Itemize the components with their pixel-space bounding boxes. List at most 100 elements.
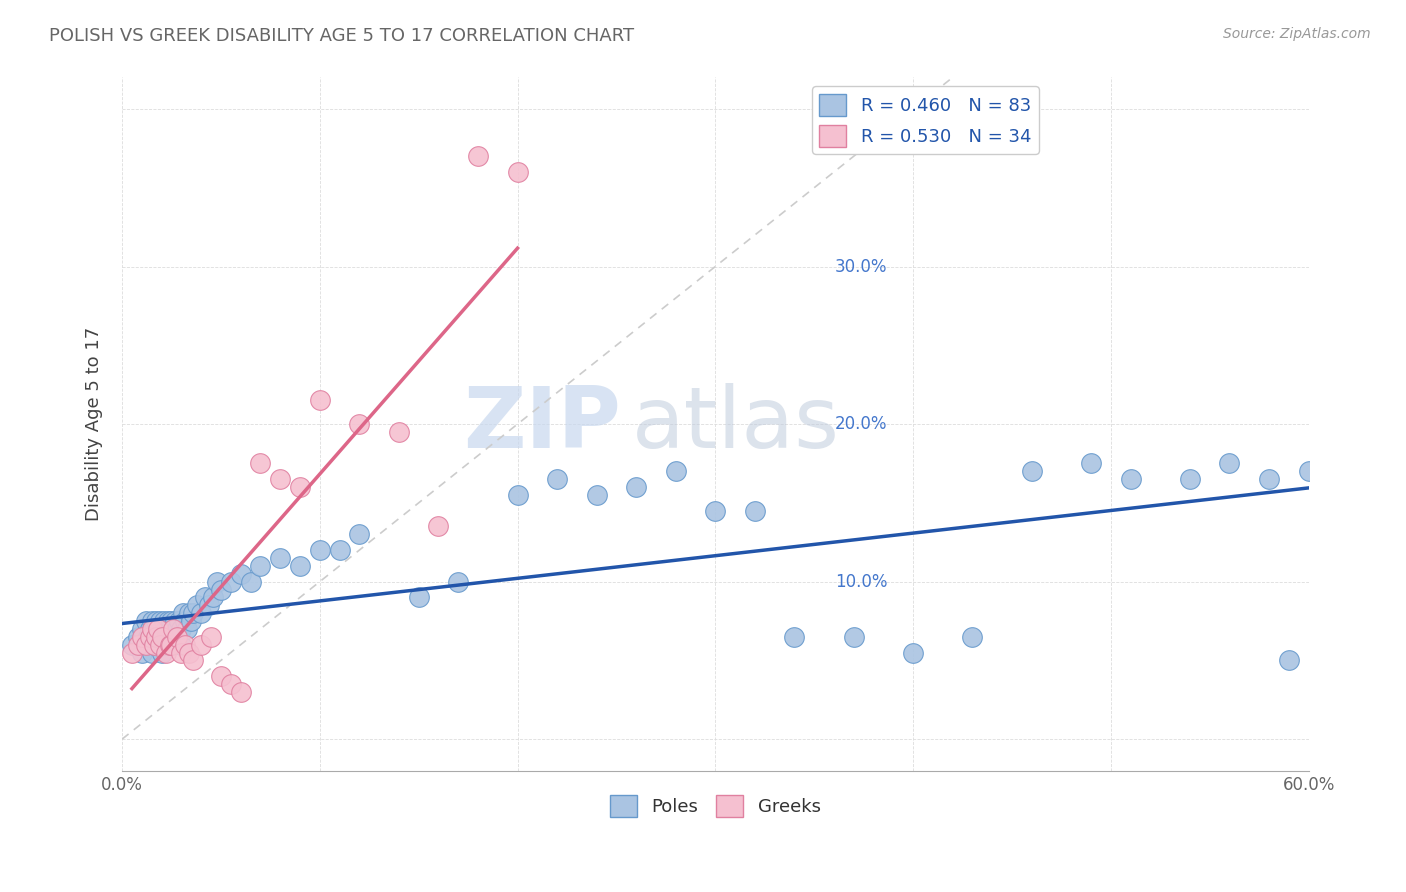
Point xyxy=(585,488,607,502)
Point xyxy=(149,614,172,628)
Point xyxy=(467,149,489,163)
Point xyxy=(169,614,191,628)
Point xyxy=(146,622,169,636)
Point xyxy=(165,614,187,628)
Point xyxy=(229,685,252,699)
Point xyxy=(1278,653,1301,667)
Point xyxy=(200,630,222,644)
Point xyxy=(170,646,193,660)
Point xyxy=(288,480,311,494)
Point xyxy=(131,622,153,636)
Point xyxy=(166,630,188,644)
Point xyxy=(408,591,430,605)
Point xyxy=(1080,457,1102,471)
Point xyxy=(162,630,184,644)
Point xyxy=(624,480,647,494)
Point xyxy=(186,599,208,613)
Point xyxy=(239,574,262,589)
Point xyxy=(141,630,163,644)
Point xyxy=(150,646,173,660)
Point xyxy=(427,519,450,533)
Text: 30.0%: 30.0% xyxy=(835,258,887,276)
Point xyxy=(142,622,165,636)
Point xyxy=(170,638,193,652)
Point xyxy=(349,417,371,431)
Point xyxy=(121,646,143,660)
Point xyxy=(141,614,163,628)
Point xyxy=(1119,472,1142,486)
Point xyxy=(329,543,352,558)
Point xyxy=(135,638,157,652)
Point xyxy=(146,622,169,636)
Point xyxy=(142,638,165,652)
Point xyxy=(146,638,169,652)
Point xyxy=(149,638,172,652)
Point xyxy=(181,606,204,620)
Point xyxy=(181,653,204,667)
Point xyxy=(136,630,159,644)
Point xyxy=(901,646,924,660)
Point xyxy=(135,614,157,628)
Point xyxy=(155,622,177,636)
Point xyxy=(179,606,201,620)
Point xyxy=(209,582,232,597)
Text: ZIP: ZIP xyxy=(463,383,620,466)
Point xyxy=(152,614,174,628)
Point xyxy=(349,527,371,541)
Point xyxy=(166,630,188,644)
Text: Source: ZipAtlas.com: Source: ZipAtlas.com xyxy=(1223,27,1371,41)
Point xyxy=(156,614,179,628)
Point xyxy=(174,614,197,628)
Point xyxy=(1298,464,1320,478)
Point xyxy=(155,646,177,660)
Point xyxy=(546,472,568,486)
Point xyxy=(138,630,160,644)
Text: 10.0%: 10.0% xyxy=(835,573,887,591)
Point xyxy=(179,646,201,660)
Point xyxy=(190,638,212,652)
Point xyxy=(159,630,181,644)
Point xyxy=(145,614,167,628)
Point xyxy=(174,638,197,652)
Point xyxy=(150,630,173,644)
Point xyxy=(219,677,242,691)
Point xyxy=(121,638,143,652)
Point xyxy=(249,457,271,471)
Point xyxy=(1178,472,1201,486)
Point xyxy=(131,630,153,644)
Point xyxy=(1218,457,1240,471)
Point xyxy=(842,630,865,644)
Point xyxy=(142,638,165,652)
Point xyxy=(166,622,188,636)
Point xyxy=(127,638,149,652)
Point xyxy=(145,630,167,644)
Point xyxy=(1258,472,1281,486)
Point xyxy=(131,646,153,660)
Point xyxy=(135,638,157,652)
Point xyxy=(506,488,529,502)
Point xyxy=(665,464,688,478)
Point xyxy=(198,599,221,613)
Point xyxy=(162,622,184,636)
Y-axis label: Disability Age 5 to 17: Disability Age 5 to 17 xyxy=(86,327,103,521)
Text: 40.0%: 40.0% xyxy=(835,100,887,118)
Point xyxy=(704,504,727,518)
Point xyxy=(269,551,291,566)
Point xyxy=(447,574,470,589)
Point xyxy=(219,574,242,589)
Point xyxy=(288,558,311,573)
Point xyxy=(150,630,173,644)
Point xyxy=(150,622,173,636)
Point xyxy=(194,591,217,605)
Point xyxy=(156,638,179,652)
Point xyxy=(308,393,330,408)
Point xyxy=(308,543,330,558)
Point xyxy=(180,614,202,628)
Point xyxy=(229,566,252,581)
Text: 20.0%: 20.0% xyxy=(835,415,887,434)
Point xyxy=(141,622,163,636)
Point xyxy=(152,638,174,652)
Point xyxy=(162,622,184,636)
Text: POLISH VS GREEK DISABILITY AGE 5 TO 17 CORRELATION CHART: POLISH VS GREEK DISABILITY AGE 5 TO 17 C… xyxy=(49,27,634,45)
Point xyxy=(141,646,163,660)
